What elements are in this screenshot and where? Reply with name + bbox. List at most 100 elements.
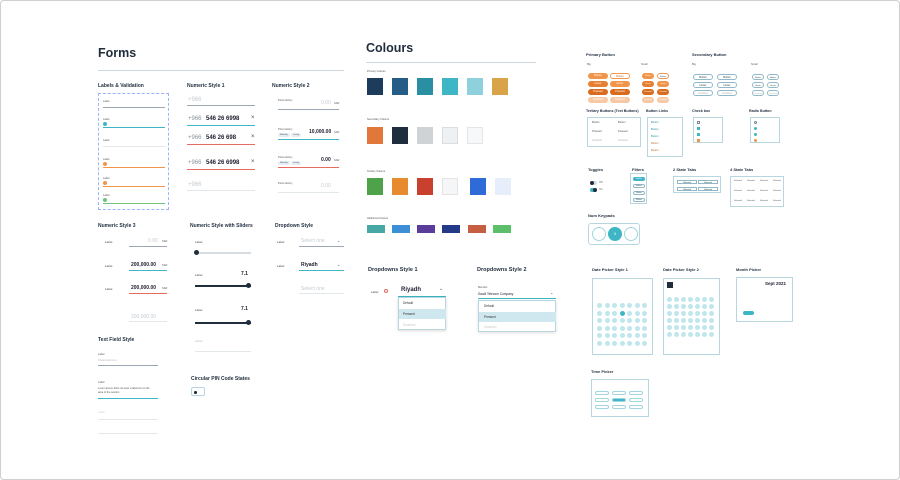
radio-2[interactable] [754, 127, 757, 130]
secondary-btn-1[interactable]: Button [693, 74, 713, 80]
calendar-day[interactable] [702, 318, 707, 323]
primary-small-2[interactable]: Hover [642, 81, 654, 87]
n2-value[interactable]: 10,000.00 [309, 129, 332, 135]
chevron-down-icon-4[interactable]: ⌄ [550, 290, 554, 295]
calendar-day[interactable] [688, 311, 693, 316]
calendar-day[interactable] [702, 304, 707, 309]
tf-multiline[interactable]: Lorem ipsum dolor sit amet a label text … [98, 387, 150, 394]
calendar-day[interactable] [681, 332, 686, 337]
filter-4[interactable]: Button [633, 198, 645, 202]
calendar-day[interactable] [674, 297, 679, 302]
calendar-day[interactable] [681, 325, 686, 330]
calendar-day[interactable] [681, 304, 686, 309]
calendar-day[interactable] [612, 318, 617, 323]
secondary-btn-2[interactable]: Hover [693, 82, 713, 88]
tag-yearly-2[interactable]: Yearly [291, 161, 301, 165]
calendar-day[interactable] [688, 318, 693, 323]
primary-small-o-1[interactable]: Button [657, 73, 669, 79]
calendar-day[interactable] [634, 318, 640, 323]
calendar-day[interactable] [642, 333, 647, 338]
tag-monthly[interactable]: Monthly [278, 133, 290, 137]
chevron-down-icon[interactable]: ⌄ [337, 238, 341, 243]
calendar-day[interactable] [695, 304, 700, 309]
slider-track-2[interactable] [195, 285, 251, 287]
calendar-day[interactable] [667, 297, 672, 302]
calendar-day[interactable] [709, 297, 714, 302]
n3-value-err[interactable]: 200,000.00 [131, 285, 157, 291]
keypad-key-3[interactable] [624, 227, 638, 241]
calendar-day[interactable] [688, 304, 693, 309]
secondary-small-1[interactable]: Button [752, 74, 764, 80]
tab2-2[interactable]: Selected [698, 180, 718, 184]
slider-value-2[interactable]: 7.1 [241, 306, 248, 312]
tab4-7[interactable]: Selected [760, 190, 768, 192]
secondary-btn-4[interactable]: Button [717, 74, 737, 80]
calendar-day[interactable] [627, 333, 632, 338]
calendar-day[interactable] [634, 310, 640, 316]
primary-small-o-3[interactable]: Pressed [657, 89, 669, 95]
calendar-day[interactable] [695, 325, 700, 330]
tab4-11[interactable]: Selected [760, 200, 768, 202]
dd1-value[interactable]: Riyadh [401, 287, 422, 293]
primary-small-3[interactable]: Pressed [642, 89, 654, 95]
link-4[interactable]: Button [651, 142, 659, 145]
month-picker-value[interactable]: Sept 2021 [765, 281, 787, 286]
slider-track[interactable] [195, 252, 251, 254]
link-5[interactable]: Button [651, 149, 659, 152]
dd2-value[interactable]: Saudi Telecom Company [478, 292, 514, 296]
tertiary-btn-1[interactable]: Button [592, 121, 600, 124]
primary-btn-1[interactable]: Button [588, 73, 608, 79]
calendar-day[interactable] [642, 303, 647, 308]
calendar-day[interactable] [695, 318, 700, 323]
time-slot[interactable] [595, 391, 609, 395]
checkbox-1[interactable] [697, 121, 700, 124]
checkbox-4[interactable] [697, 139, 700, 142]
tab2-1[interactable]: Selected [677, 180, 697, 184]
link-2[interactable]: Button [651, 128, 659, 131]
tab4-6[interactable]: Selected [747, 190, 755, 192]
tertiary-btn-3[interactable]: Pressed [592, 130, 602, 133]
calendar-day[interactable] [634, 325, 640, 331]
calendar-day[interactable] [619, 340, 625, 346]
calendar-day[interactable] [604, 303, 610, 308]
secondary-small-4[interactable]: Button [767, 74, 779, 80]
calendar-day[interactable] [667, 311, 672, 316]
toggle-off[interactable] [590, 181, 597, 185]
slider-track-3[interactable] [195, 322, 251, 324]
calendar-day[interactable] [702, 325, 707, 330]
calendar-day[interactable] [688, 332, 693, 337]
secondary-small-5[interactable]: Hover [767, 82, 779, 88]
clear-icon-2[interactable]: × [251, 134, 255, 140]
time-slot[interactable] [629, 405, 643, 409]
calendar-day[interactable] [695, 297, 700, 302]
tab2-4[interactable]: Selected [698, 187, 718, 191]
calendar-day[interactable] [681, 311, 686, 316]
n2-zero[interactable]: 0.00 [321, 100, 331, 106]
calendar-day[interactable] [688, 297, 693, 302]
calendar-day[interactable] [627, 340, 632, 346]
calendar-day[interactable] [627, 303, 632, 308]
calendar-day[interactable] [597, 340, 602, 346]
calendar-day[interactable] [667, 304, 672, 309]
dd2-option-default[interactable]: Default [484, 304, 495, 308]
slider-value[interactable]: 7.1 [241, 271, 248, 277]
link-1[interactable]: Button [651, 121, 659, 124]
time-slot[interactable] [612, 391, 626, 395]
tab4-8[interactable]: Selected [773, 190, 781, 192]
calendar-day[interactable] [627, 318, 632, 323]
calendar-day[interactable] [604, 333, 610, 338]
calendar-day[interactable] [612, 310, 617, 316]
secondary-small-2[interactable]: Hover [752, 82, 764, 88]
n1-number-valid[interactable]: 546 26 6998 [206, 160, 240, 166]
clear-icon-3[interactable]: × [251, 159, 255, 165]
n2-zero-err[interactable]: 0.00 [321, 157, 331, 163]
tab4-1[interactable]: Selected [734, 180, 742, 182]
calendar-day[interactable] [597, 303, 602, 308]
time-slot[interactable] [629, 391, 643, 395]
chevron-down-icon-2[interactable]: ⌄ [337, 262, 341, 267]
dd2-option-pressed[interactable]: Pressed [484, 315, 496, 319]
checkbox-2[interactable] [697, 127, 700, 130]
tag-yearly[interactable]: Yearly [291, 133, 301, 137]
calendar-day[interactable] [674, 325, 679, 330]
primary-btn-3[interactable]: Pressed [588, 89, 608, 95]
